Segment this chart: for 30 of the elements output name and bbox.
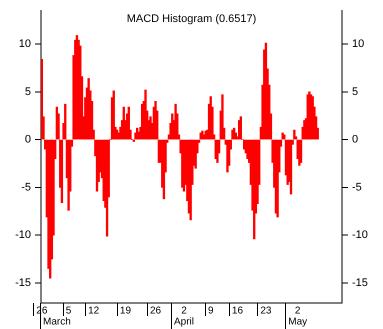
bar bbox=[264, 42, 268, 140]
y-tick-label: -5 bbox=[21, 181, 31, 194]
bar bbox=[128, 106, 130, 140]
y-tick-label: 5 bbox=[24, 86, 31, 98]
y-tick-label: 10 bbox=[18, 38, 31, 50]
y2-tick-label: -5 bbox=[352, 181, 362, 194]
y-tick-label: -15 bbox=[15, 276, 31, 289]
x-tick-label: 26 bbox=[150, 305, 162, 316]
chart-title: MACD Histogram (0.6517) bbox=[126, 13, 256, 26]
x-tick-label: 19 bbox=[120, 305, 132, 316]
y2-tick-label: 10 bbox=[352, 38, 364, 50]
y2-tick-label: 0 bbox=[352, 134, 358, 146]
x-tick-label: 9 bbox=[208, 305, 214, 316]
bar bbox=[41, 59, 43, 140]
x-tick-label: 12 bbox=[88, 305, 100, 316]
x-tick-label: 16 bbox=[232, 305, 244, 316]
y-tick-label: 0 bbox=[24, 134, 31, 146]
x-tick-label: 2 May bbox=[288, 305, 308, 328]
bar bbox=[240, 116, 242, 140]
bar bbox=[122, 106, 125, 140]
y2-tick-label: -10 bbox=[352, 229, 368, 242]
x-tick-label: 23 bbox=[260, 305, 272, 316]
y2-tick-label: 5 bbox=[352, 86, 358, 98]
bar bbox=[162, 140, 166, 200]
x-tick-label: 2 April bbox=[174, 305, 194, 328]
x-tick-label: 5 bbox=[66, 305, 72, 316]
x-tick-label: March bbox=[42, 316, 71, 328]
y-tick-label: -10 bbox=[15, 229, 31, 242]
y2-tick-label: -15 bbox=[352, 276, 368, 289]
bar bbox=[112, 90, 115, 140]
